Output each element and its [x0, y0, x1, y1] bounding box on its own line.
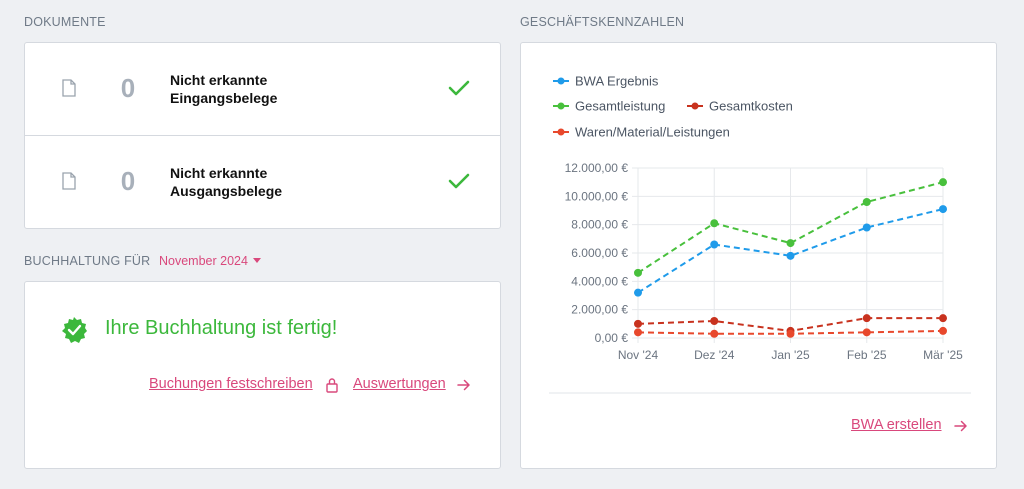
document-label-line1: Nicht erkannte: [170, 72, 268, 88]
data-point: [862, 314, 871, 323]
reports-link[interactable]: Auswertungen: [353, 376, 446, 392]
month-selector-value: November 2024: [159, 254, 248, 268]
data-point: [710, 240, 719, 249]
kpis-card: BWA Ergebnis Gesamtleistung Gesamtkosten Wa…: [520, 42, 997, 469]
y-tick-label: 6.000,00 €: [571, 246, 628, 260]
document-count: 0: [120, 73, 136, 103]
document-icon: [62, 172, 76, 190]
data-point: [939, 314, 947, 323]
verified-badge-icon: [62, 317, 87, 343]
bookkeeping-section-title: BUCHHALTUNG FÜR: [24, 254, 151, 268]
data-point: [862, 198, 871, 206]
data-point: [634, 268, 642, 277]
create-bwa-link[interactable]: BWA erstellen: [851, 417, 942, 433]
documents-card: 0 Nicht erkannte Eingangsbelege 0 Nicht …: [24, 42, 501, 229]
kpi-chart: BWA Ergebnis Gesamtleistung Gesamtkosten Wa…: [549, 74, 971, 394]
data-point: [634, 319, 642, 328]
data-point: [710, 329, 719, 338]
series-line: [637, 181, 944, 274]
legend-marker-dot: [557, 128, 565, 136]
legend-marker-dot: [557, 77, 565, 85]
data-point: [939, 178, 947, 187]
x-tick-label: Jan '25: [771, 348, 810, 362]
data-point: [786, 239, 795, 248]
arrow-right-icon[interactable]: [457, 379, 471, 391]
x-tick-label: Nov '24: [618, 348, 659, 362]
y-tick-label: 2.000,00 €: [571, 303, 628, 317]
legend-marker-dot: [691, 102, 699, 110]
document-label: Nicht erkannte Ausgangsbelege: [170, 164, 282, 200]
document-label-line2: Ausgangsbelege: [170, 183, 283, 199]
document-row-incoming[interactable]: 0 Nicht erkannte Eingangsbelege: [25, 43, 500, 135]
y-tick-label: 10.000,00 €: [565, 189, 629, 203]
document-label-line1: Nicht erkannte: [170, 165, 268, 181]
data-point: [939, 326, 947, 335]
kpis-section-title: GESCHÄFTSKENNZAHLEN: [520, 15, 685, 29]
lock-bookings-link[interactable]: Buchungen festschreiben: [149, 376, 313, 392]
x-tick-label: Feb '25: [847, 348, 887, 362]
y-tick-label: 8.000,00 €: [571, 218, 628, 232]
series-line: [637, 208, 944, 294]
month-selector[interactable]: November 2024: [159, 254, 261, 268]
data-point: [939, 205, 947, 214]
document-label-line2: Eingangsbelege: [170, 90, 278, 106]
caret-down-icon: [252, 258, 261, 264]
data-point: [862, 223, 871, 232]
x-tick-label: Mär '25: [923, 348, 963, 362]
check-icon: [448, 173, 470, 189]
data-point: [710, 317, 719, 325]
documents-section-title: DOKUMENTE: [24, 15, 106, 29]
document-icon: [62, 79, 76, 97]
data-point: [786, 329, 795, 338]
y-tick-label: 0,00 €: [595, 331, 629, 345]
legend-label: Waren/Material/Leistungen: [575, 125, 730, 140]
lock-icon[interactable]: [325, 377, 339, 393]
bookkeeping-status-text: Ihre Buchhaltung ist fertig!: [105, 317, 338, 339]
data-point: [862, 328, 871, 337]
legend-label: BWA Ergebnis: [575, 74, 659, 89]
legend-label: Gesamtkosten: [709, 99, 793, 114]
data-point: [710, 219, 719, 228]
document-count: 0: [120, 166, 136, 196]
data-point: [634, 288, 642, 297]
y-tick-label: 12.000,00 €: [565, 161, 629, 175]
bookkeeping-card: Ihre Buchhaltung ist fertig! Buchungen f…: [24, 281, 501, 469]
x-tick-label: Dez '24: [694, 348, 735, 362]
check-icon: [448, 80, 470, 96]
data-point: [786, 251, 795, 260]
document-label: Nicht erkannte Eingangsbelege: [170, 71, 277, 107]
document-row-outgoing[interactable]: 0 Nicht erkannte Ausgangsbelege: [25, 135, 500, 227]
data-point: [634, 328, 642, 337]
legend-label: Gesamtleistung: [575, 99, 665, 114]
arrow-right-icon[interactable]: [954, 420, 968, 432]
y-tick-label: 4.000,00 €: [571, 274, 628, 288]
legend-marker-dot: [557, 102, 565, 110]
